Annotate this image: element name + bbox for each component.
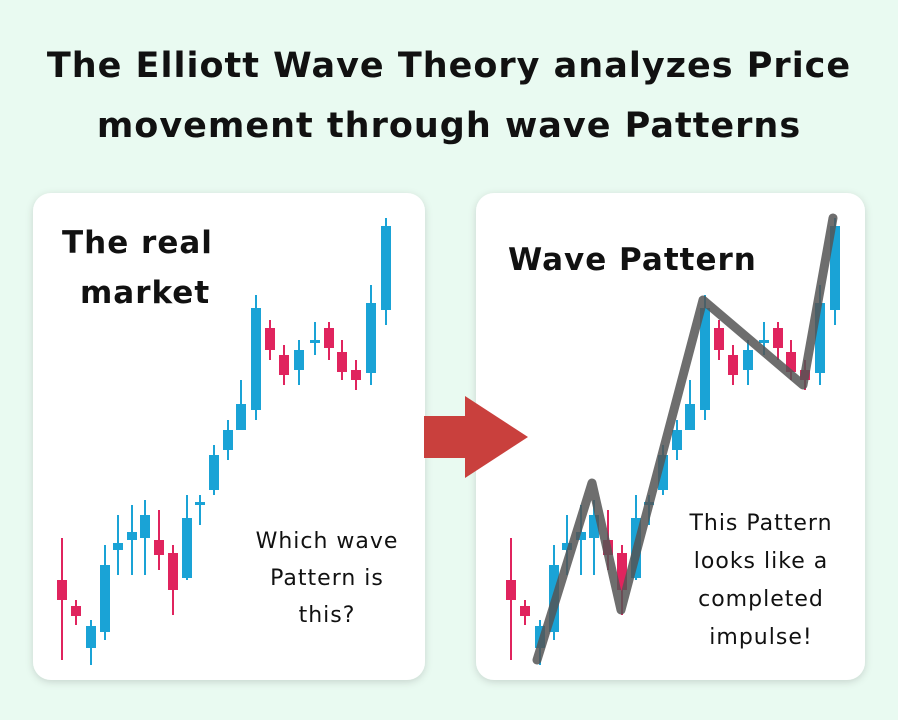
candle-body [714,328,724,350]
panel-label: Wave Pattern [508,242,757,278]
candle-body [672,430,682,450]
question: Which wave [256,529,399,554]
candle-body [728,355,738,375]
candle-body [100,565,110,632]
candle-body [127,532,137,540]
candle-body [815,303,825,373]
wave-line [532,213,838,665]
note: This Pattern [688,511,832,536]
candle-body [57,580,67,600]
candle-body [743,350,753,370]
candle-body [265,328,275,350]
candle-body [658,455,668,490]
candle-body [381,226,391,310]
candle-body [576,532,586,540]
candle-body [773,328,783,348]
arrow [424,396,528,478]
candle-body [337,352,347,372]
candle-body [294,350,304,370]
candlesticks [57,218,840,665]
candle-body [506,580,516,600]
candle-body [786,352,796,372]
candle-body [168,553,178,590]
note: completed [698,587,824,612]
candle-body [154,540,164,555]
title-line: The Elliott Wave Theory analyzes Price [47,46,851,86]
candle-body [520,606,530,616]
arrow-head [465,396,528,478]
candle-body [140,515,150,538]
candle-body [71,606,81,616]
candle-body [195,502,205,505]
candle-body [562,543,572,550]
arrow-shaft [424,416,468,458]
question: this? [299,603,356,628]
candle-body [351,370,361,380]
candle-body [366,303,376,373]
note: looks like a [694,549,828,574]
candle-body [589,515,599,538]
candle-body [324,328,334,348]
candle-body [223,430,233,450]
candle-body [700,308,710,410]
candle-body [830,226,840,310]
title-line: movement through wave Patterns [97,106,801,146]
candle-body [685,404,695,430]
candle-body [310,340,320,343]
candle-body [251,308,261,410]
candle-body [86,626,96,648]
panel-label: The real [62,225,213,261]
candle-body [182,518,192,578]
candle-body [236,404,246,430]
candle-body [759,340,769,343]
candle-body [209,455,219,490]
candle-body [279,355,289,375]
question: Pattern is [270,566,384,591]
panel-label: market [80,275,210,311]
note: impulse! [709,625,812,650]
candle-body [113,543,123,550]
candle-body [617,553,627,590]
